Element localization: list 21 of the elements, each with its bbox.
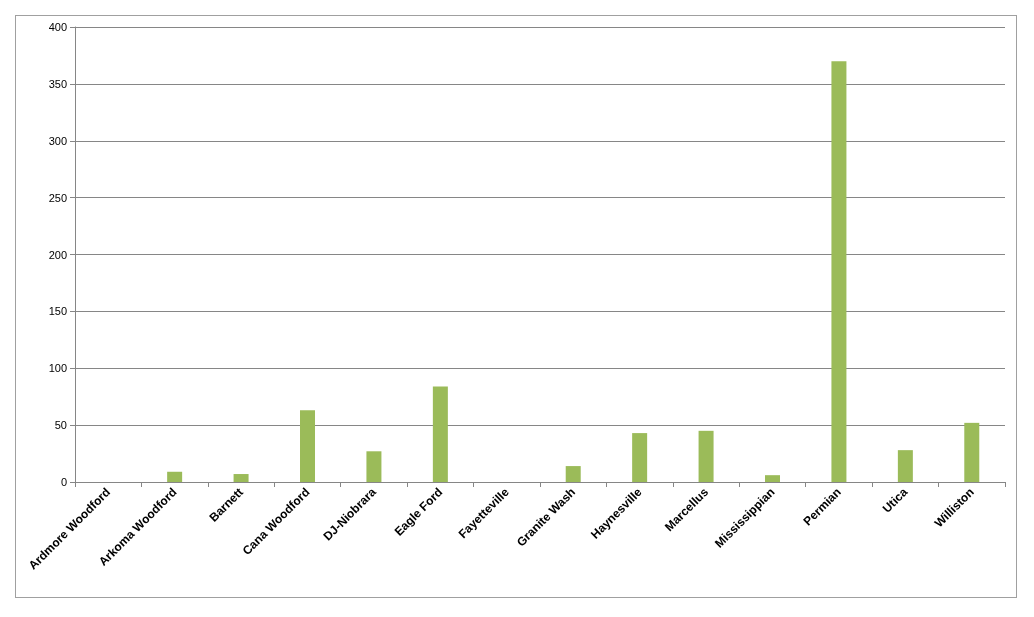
bar: [300, 410, 315, 482]
y-tick-label: 0: [60, 476, 67, 488]
bar: [831, 61, 847, 482]
bar: [964, 422, 980, 482]
bar: [366, 451, 382, 482]
bar: [632, 433, 648, 482]
y-tick-label: 150: [48, 305, 67, 318]
y-tick-label: 250: [48, 191, 67, 204]
y-tick-label: 350: [48, 77, 67, 90]
bar: [167, 471, 183, 482]
y-tick-label: 200: [48, 248, 67, 261]
y-tick-label: 100: [48, 362, 67, 375]
bar: [565, 466, 581, 482]
bar: [897, 450, 913, 482]
bar: [233, 474, 249, 482]
bar: [432, 386, 448, 482]
y-tick-label: 50: [54, 419, 67, 432]
y-tick-label: 300: [48, 134, 67, 147]
bar: [698, 430, 714, 482]
bar: [765, 475, 780, 482]
y-tick-label: 400: [48, 21, 67, 33]
